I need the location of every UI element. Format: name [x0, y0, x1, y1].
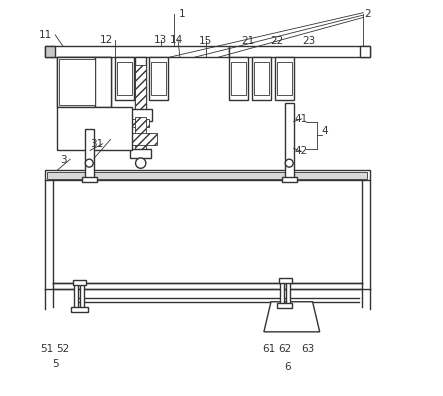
Bar — [279, 278, 291, 283]
Bar — [73, 280, 85, 285]
Text: 62: 62 — [278, 344, 291, 354]
Text: 23: 23 — [302, 36, 315, 46]
Bar — [130, 109, 152, 121]
Circle shape — [136, 158, 146, 168]
Bar — [277, 303, 292, 308]
Bar — [152, 62, 167, 95]
Text: 22: 22 — [270, 36, 284, 46]
Bar — [57, 57, 95, 107]
Bar — [45, 46, 55, 57]
Bar — [80, 283, 84, 309]
Bar — [47, 172, 367, 179]
Text: 52: 52 — [56, 344, 70, 354]
Bar — [117, 62, 132, 95]
Bar — [85, 129, 93, 180]
Bar — [277, 62, 292, 95]
Text: 31: 31 — [90, 139, 103, 149]
Bar — [360, 46, 370, 57]
Text: 3: 3 — [60, 155, 66, 166]
Bar — [149, 57, 168, 100]
Text: 1: 1 — [179, 9, 185, 19]
Bar — [124, 133, 157, 145]
Text: 6: 6 — [285, 362, 291, 373]
Text: 51: 51 — [41, 344, 54, 354]
Bar — [135, 117, 146, 150]
Text: 2: 2 — [365, 9, 371, 19]
Bar — [71, 307, 88, 312]
Circle shape — [85, 159, 93, 167]
Bar — [59, 59, 95, 105]
Bar — [280, 281, 284, 305]
Text: 14: 14 — [169, 34, 183, 45]
Circle shape — [285, 159, 293, 167]
Bar — [135, 65, 146, 111]
Text: 21: 21 — [241, 36, 255, 46]
Text: 42: 42 — [294, 146, 307, 156]
Bar — [45, 46, 229, 57]
Text: 11: 11 — [39, 30, 52, 40]
Text: 41: 41 — [294, 114, 307, 124]
Text: 5: 5 — [53, 358, 59, 369]
Bar — [286, 281, 290, 305]
Bar — [95, 57, 111, 107]
Bar — [285, 103, 294, 180]
Bar — [74, 283, 78, 309]
Bar — [45, 170, 370, 180]
Polygon shape — [264, 302, 320, 332]
Bar — [229, 46, 370, 57]
Bar — [57, 57, 111, 107]
Bar — [130, 148, 151, 158]
Bar — [82, 177, 97, 182]
Bar — [231, 62, 246, 95]
Text: 61: 61 — [262, 344, 276, 354]
Bar — [135, 57, 146, 119]
Bar — [57, 107, 132, 150]
Bar — [229, 57, 249, 100]
Text: 13: 13 — [153, 34, 167, 45]
Bar — [254, 62, 269, 95]
Text: 4: 4 — [321, 126, 328, 137]
Bar — [253, 57, 272, 100]
Bar — [282, 177, 297, 182]
Bar — [115, 57, 134, 100]
Bar — [132, 119, 149, 127]
Text: 15: 15 — [199, 36, 212, 46]
Text: 63: 63 — [301, 344, 315, 354]
Bar — [276, 57, 294, 100]
Text: 12: 12 — [100, 34, 113, 45]
